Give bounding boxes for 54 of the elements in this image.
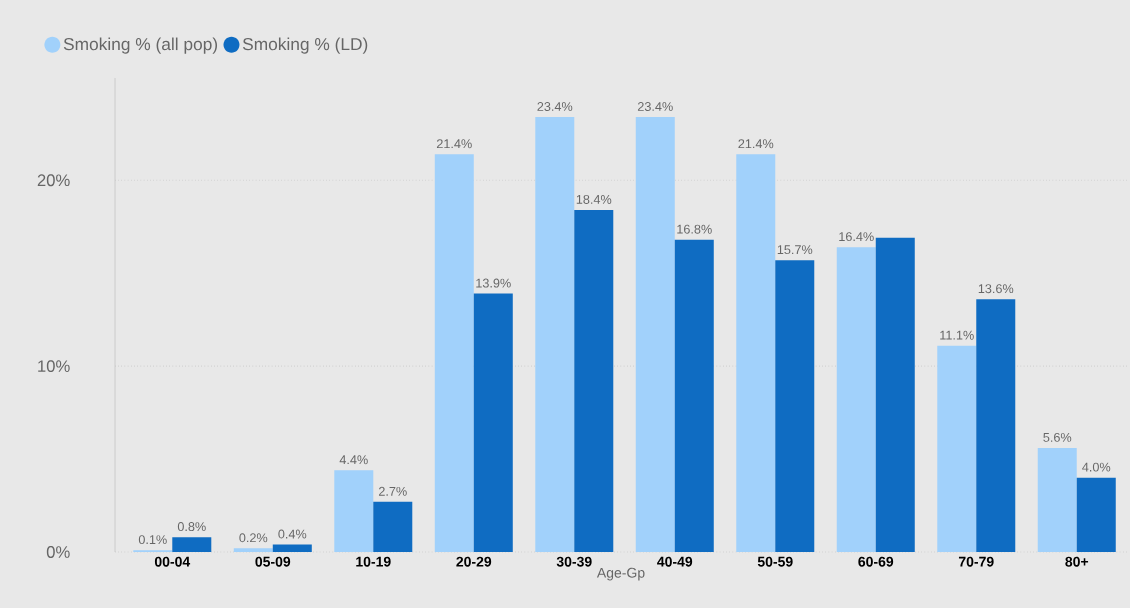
x-tick-label: 20-29 <box>456 556 492 567</box>
x-tick-label: 05-09 <box>255 556 291 567</box>
data-label: 13.9% <box>476 278 511 288</box>
data-label: 16.4% <box>839 232 874 242</box>
data-label: 4.4% <box>339 455 368 465</box>
x-axis-title: Age-Gp <box>596 567 645 581</box>
legend-label: Smoking % (LD) <box>242 37 368 54</box>
bar <box>574 209 614 552</box>
bar <box>434 154 474 552</box>
y-tick-label: 20% <box>37 174 70 187</box>
bar <box>736 154 776 552</box>
bar <box>674 239 714 552</box>
bar <box>635 117 675 552</box>
bar <box>334 470 374 552</box>
data-label: 5.6% <box>1043 432 1072 442</box>
data-label: 23.4% <box>637 102 673 111</box>
data-label: 11.1% <box>940 330 974 340</box>
legend-label: Smoking % (all pop) <box>63 37 218 54</box>
data-label: 0.2% <box>239 533 268 543</box>
bar <box>836 247 876 552</box>
x-tick-label: 60-69 <box>858 556 894 567</box>
data-label: 4.0% <box>1082 462 1111 472</box>
bar <box>535 117 575 552</box>
data-label: 2.7% <box>378 486 407 496</box>
bar <box>976 299 1016 552</box>
x-tick-label: 30-39 <box>556 556 592 567</box>
bar <box>233 548 273 552</box>
data-label: 0.1% <box>138 535 167 545</box>
x-tick-label: 10-19 <box>356 556 391 567</box>
x-tick-label: 70-79 <box>958 556 994 567</box>
bar <box>373 501 413 552</box>
bar <box>1076 477 1116 552</box>
bar <box>775 260 815 552</box>
data-label: 21.4% <box>738 139 774 149</box>
data-label: 15.7% <box>777 245 813 255</box>
bar <box>1037 447 1077 552</box>
bar <box>172 537 212 552</box>
bar <box>473 293 513 552</box>
x-tick-label: 80+ <box>1065 556 1089 567</box>
x-tick-label: 00-04 <box>154 556 191 567</box>
data-label: 18.4% <box>576 194 612 204</box>
data-label: 21.4% <box>436 139 472 149</box>
x-tick-label: 50-59 <box>757 556 793 567</box>
data-label: 0.4% <box>278 529 307 539</box>
y-tick-label: 10% <box>38 360 70 373</box>
y-tick-label: 0% <box>46 546 70 558</box>
data-label: 0.8% <box>177 522 206 532</box>
bar <box>875 237 915 552</box>
data-label: 13.6% <box>978 284 1014 294</box>
data-label: 23.4% <box>537 102 573 111</box>
x-tick-label: 40-49 <box>657 556 693 567</box>
bar <box>937 345 977 552</box>
bar <box>272 544 312 552</box>
data-label: 16.8% <box>677 224 712 234</box>
